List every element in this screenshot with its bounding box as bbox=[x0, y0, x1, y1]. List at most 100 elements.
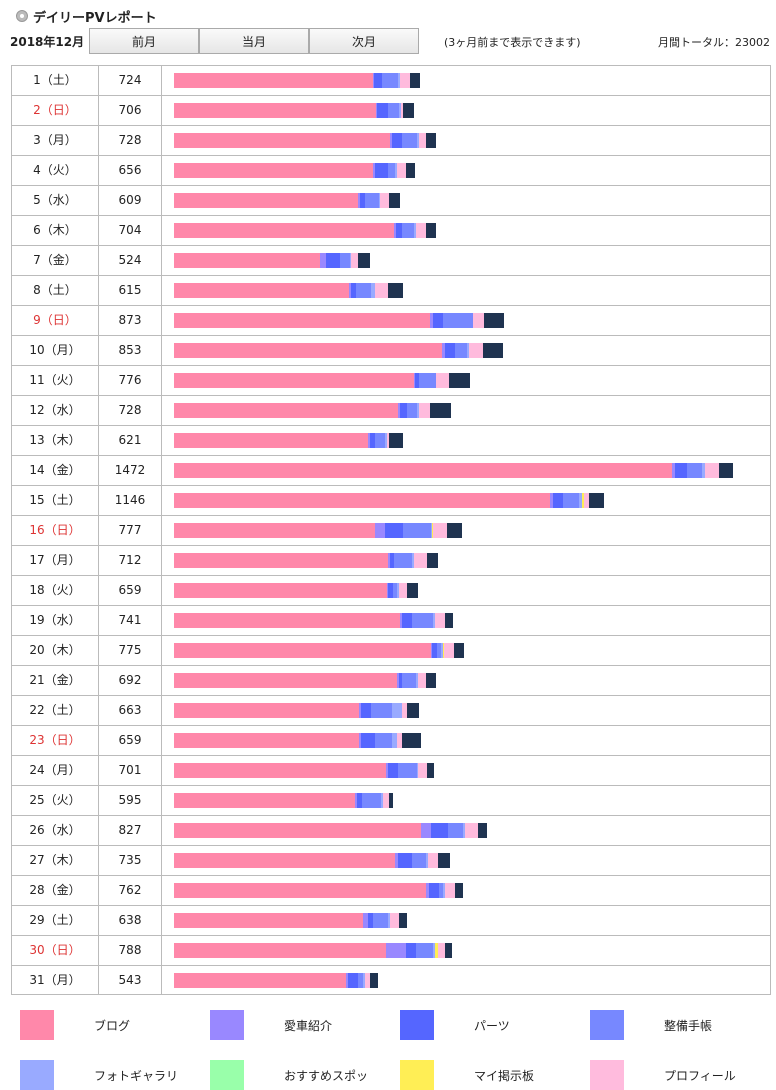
legend-swatch bbox=[590, 1060, 624, 1090]
bar-segment bbox=[395, 853, 399, 868]
bar-segment bbox=[356, 283, 372, 298]
bar-segment bbox=[478, 823, 487, 838]
bar-segment bbox=[390, 913, 399, 928]
row-pv-count: 638 bbox=[99, 906, 162, 935]
bullet-circle-icon bbox=[16, 10, 28, 22]
row-date: 11（火） bbox=[12, 366, 99, 395]
table-row: 18（火） 659 bbox=[12, 576, 770, 606]
bar-segment bbox=[430, 823, 448, 838]
stacked-bar bbox=[174, 643, 465, 658]
bar-segment bbox=[440, 643, 443, 658]
bar-segment bbox=[444, 943, 452, 958]
bar-segment bbox=[438, 943, 445, 958]
bar-segment bbox=[357, 793, 363, 808]
bar-segment bbox=[430, 643, 433, 658]
row-date: 3（月） bbox=[12, 126, 99, 155]
monthly-total: 月間トータル：23002 bbox=[658, 36, 770, 49]
row-pv-count: 663 bbox=[99, 696, 162, 725]
current-month-button[interactable]: 当月 bbox=[199, 28, 309, 54]
bar-segment bbox=[418, 373, 436, 388]
bar-segment bbox=[174, 253, 320, 268]
bar-segment bbox=[402, 223, 415, 238]
bar-segment bbox=[391, 133, 402, 148]
stacked-bar bbox=[174, 343, 503, 358]
bar-segment bbox=[373, 73, 383, 88]
bar-segment bbox=[174, 613, 401, 628]
bar-segment bbox=[399, 73, 410, 88]
bar-segment bbox=[442, 313, 474, 328]
bar-segment bbox=[583, 493, 589, 508]
row-date: 12（水） bbox=[12, 396, 99, 425]
legend-label: パーツ bbox=[474, 1019, 510, 1033]
row-date: 21（金） bbox=[12, 666, 99, 695]
row-pv-count: 701 bbox=[99, 756, 162, 785]
bar-segment bbox=[454, 343, 467, 358]
stacked-bar bbox=[174, 283, 404, 298]
bar-segment bbox=[399, 103, 402, 118]
row-pv-count: 762 bbox=[99, 876, 162, 905]
bar-segment bbox=[464, 823, 479, 838]
bar-segment bbox=[387, 763, 398, 778]
bar-segment bbox=[357, 973, 363, 988]
bar-segment bbox=[174, 283, 350, 298]
bar-segment bbox=[675, 463, 688, 478]
bar-segment bbox=[435, 373, 450, 388]
bar-segment bbox=[415, 373, 419, 388]
stacked-bar bbox=[174, 883, 464, 898]
stacked-bar bbox=[174, 703, 420, 718]
bar-segment bbox=[473, 313, 484, 328]
legend-label: ブログ bbox=[94, 1019, 131, 1033]
bar-segment bbox=[351, 253, 359, 268]
table-row: 5（水） 609 bbox=[12, 186, 770, 216]
legend-swatch bbox=[210, 1010, 244, 1040]
prev-month-button[interactable]: 前月 bbox=[89, 28, 199, 54]
row-date: 30（日） bbox=[12, 936, 99, 965]
bar-segment bbox=[374, 283, 389, 298]
bar-segment bbox=[454, 883, 464, 898]
row-date: 7（金） bbox=[12, 246, 99, 275]
bar-segment bbox=[430, 313, 433, 328]
stacked-bar bbox=[174, 163, 416, 178]
row-pv-count: 659 bbox=[99, 726, 162, 755]
bar-segment bbox=[387, 433, 390, 448]
bar-segment bbox=[345, 973, 348, 988]
stacked-bar bbox=[174, 73, 421, 88]
bar-segment bbox=[391, 703, 403, 718]
bar-segment bbox=[325, 253, 340, 268]
bar-segment bbox=[409, 73, 421, 88]
next-month-button[interactable]: 次月 bbox=[309, 28, 419, 54]
row-pv-count: 827 bbox=[99, 816, 162, 845]
stacked-bar bbox=[174, 493, 605, 508]
bar-segment bbox=[174, 823, 421, 838]
bar-segment bbox=[364, 973, 370, 988]
bar-segment bbox=[388, 913, 391, 928]
bar-segment bbox=[388, 193, 400, 208]
bar-segment bbox=[319, 253, 326, 268]
bar-segment bbox=[413, 553, 428, 568]
bar-segment bbox=[391, 733, 397, 748]
bar-segment bbox=[380, 193, 389, 208]
bar-segment bbox=[466, 343, 469, 358]
bar-segment bbox=[429, 403, 451, 418]
nav-note: (3ヶ月前まで表示できます) bbox=[444, 36, 581, 49]
stacked-bar bbox=[174, 223, 437, 238]
bar-segment bbox=[385, 943, 406, 958]
legend-label: 愛車紹介 bbox=[284, 1019, 333, 1033]
row-date: 14（金） bbox=[12, 456, 99, 485]
bar-segment bbox=[359, 193, 366, 208]
row-pv-count: 728 bbox=[99, 396, 162, 425]
row-date: 6（木） bbox=[12, 216, 99, 245]
bar-segment bbox=[398, 403, 401, 418]
stacked-bar bbox=[174, 823, 487, 838]
legend-swatch bbox=[20, 1060, 54, 1090]
row-date: 31（月） bbox=[12, 966, 99, 995]
bar-segment bbox=[581, 493, 584, 508]
bar-segment bbox=[434, 943, 439, 958]
bar-segment bbox=[427, 553, 438, 568]
bar-segment bbox=[357, 193, 360, 208]
bar-segment bbox=[174, 313, 430, 328]
table-row: 21（金） 692 bbox=[12, 666, 770, 696]
bar-segment bbox=[382, 73, 398, 88]
row-date: 16（日） bbox=[12, 516, 99, 545]
stacked-bar bbox=[174, 853, 451, 868]
